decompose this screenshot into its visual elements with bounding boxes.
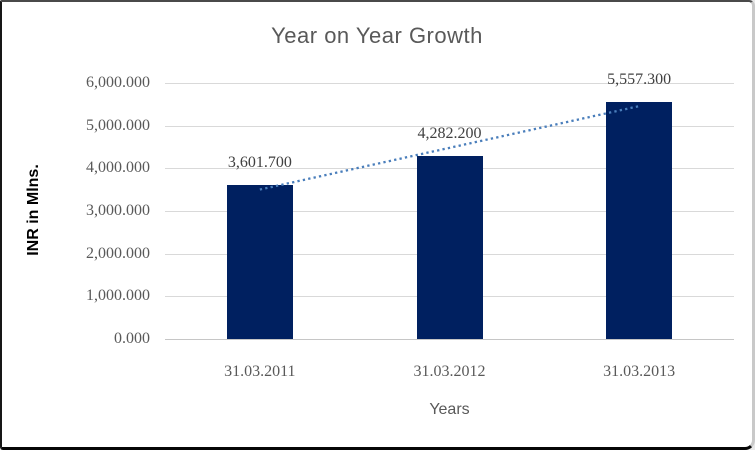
x-axis-title: Years: [429, 401, 470, 418]
y-tick-label: 2,000.000: [86, 244, 150, 262]
data-label: 3,601.700: [227, 154, 292, 172]
y-tick-label: 0.000: [114, 330, 150, 347]
x-tick-label: 31.03.2013: [603, 363, 676, 380]
bar: [416, 156, 483, 339]
data-label: 5,557.300: [607, 70, 672, 88]
x-tick-label: 31.03.2012: [413, 363, 486, 380]
y-tick-label: 1,000.000: [86, 287, 150, 305]
y-tick-label: 5,000.000: [86, 116, 150, 134]
bar: [226, 185, 293, 339]
data-label: 4,282.200: [417, 125, 482, 143]
bar: [606, 101, 673, 339]
x-tick-label: 31.03.2011: [224, 363, 296, 380]
y-tick-label: 3,000.000: [86, 202, 150, 219]
y-tick-label: 4,000.000: [86, 159, 150, 177]
chart-title: Year on Year Growth: [271, 23, 483, 48]
y-tick-label: 6,000.000: [86, 74, 150, 91]
x-axis-line: [165, 339, 734, 340]
gridline: [165, 83, 734, 84]
